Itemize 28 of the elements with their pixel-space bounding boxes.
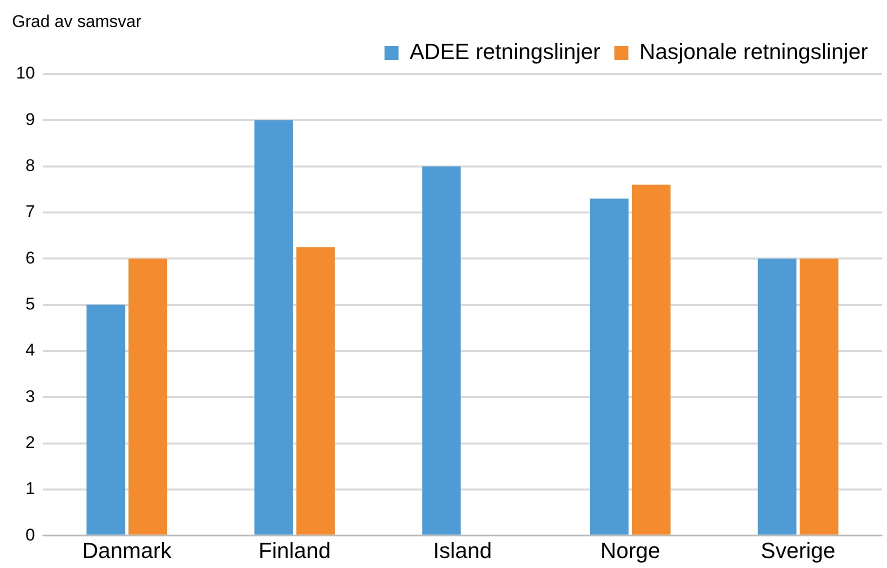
y-axis-title: Grad av samsvar (12, 12, 142, 32)
bar (296, 247, 335, 535)
y-tick-label: 5 (25, 294, 35, 314)
x-tick-label: Finland (258, 538, 331, 563)
x-tick-label: Danmark (82, 538, 172, 563)
bar (632, 184, 671, 535)
bar (128, 258, 168, 535)
y-tick-label: 9 (25, 110, 35, 129)
y-tick-label: 2 (25, 432, 35, 452)
y-tick-label: 0 (25, 525, 35, 544)
legend-label: Nasjonale retningslinjer (639, 39, 868, 64)
y-tick-label: 6 (25, 248, 35, 268)
y-tick-label: 8 (25, 156, 35, 176)
x-tick-label: Island (433, 538, 492, 563)
bar (590, 198, 629, 535)
y-tick-label: 3 (25, 386, 35, 406)
bar (86, 304, 126, 535)
bar (254, 120, 293, 535)
legend-label: ADEE retningslinjer (410, 39, 600, 64)
y-tick-label: 7 (25, 202, 35, 222)
y-tick-label: 1 (25, 479, 35, 498)
y-tick-label: 4 (25, 340, 35, 360)
bar (800, 258, 838, 535)
bar (422, 166, 461, 535)
bar (758, 258, 796, 535)
x-tick-label: Norge (600, 538, 660, 563)
y-tick-label: 10 (16, 64, 35, 83)
x-tick-label: Sverige (760, 538, 836, 563)
